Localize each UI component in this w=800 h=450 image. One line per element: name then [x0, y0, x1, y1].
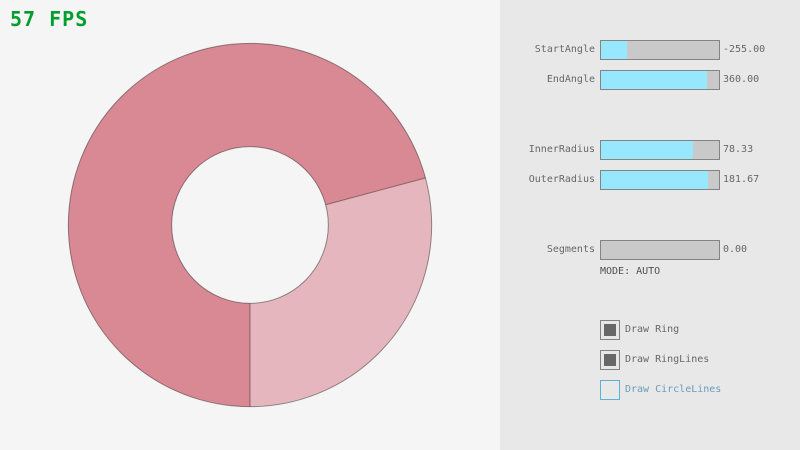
checkbox-row-draw-circlelines: Draw CircleLines — [600, 380, 800, 400]
ring-double-alpha-region — [68, 43, 426, 407]
checkbox-label: Draw RingLines — [625, 354, 710, 365]
slider-label: StartAngle — [534, 44, 595, 55]
slider-label: OuterRadius — [528, 174, 595, 185]
slider-row-inner-radius: InnerRadius 78.33 — [500, 140, 800, 160]
slider-fill — [601, 141, 694, 159]
checkbox-label: Draw CircleLines — [625, 384, 722, 395]
slider-fill — [601, 171, 709, 189]
slider-row-start-angle: StartAngle -255.00 — [500, 40, 800, 60]
checkmark — [604, 354, 616, 366]
slider-value: 181.67 — [723, 174, 760, 185]
slider-label: EndAngle — [546, 74, 595, 85]
mode-label: MODE: AUTO — [600, 266, 661, 277]
slider-row-outer-radius: OuterRadius 181.67 — [500, 170, 800, 190]
checkmark — [604, 324, 616, 336]
segments-slider[interactable] — [600, 240, 720, 260]
slider-value: 78.33 — [723, 144, 754, 155]
ring-graphic — [67, 42, 433, 408]
outer-radius-slider[interactable] — [600, 170, 720, 190]
ring-outer-outline — [67, 42, 433, 408]
slider-value: 0.00 — [723, 244, 748, 255]
slider-label: InnerRadius — [528, 144, 595, 155]
slider-fill — [601, 71, 708, 89]
slider-value: -255.00 — [723, 44, 766, 55]
canvas-area: 57 FPS — [10, 7, 433, 408]
checkbox-row-draw-ring: Draw Ring — [600, 320, 800, 340]
slider-fill — [601, 41, 627, 59]
slider-row-segments: Segments 0.00 — [500, 240, 800, 260]
checkbox-label: Draw Ring — [625, 324, 680, 335]
ring-edge-line — [325, 177, 426, 206]
slider-value: 360.00 — [723, 74, 760, 85]
draw-circlelines-checkbox[interactable] — [600, 380, 620, 400]
ring-inner-outline — [171, 146, 329, 304]
end-angle-slider[interactable] — [600, 70, 720, 90]
slider-label: Segments — [546, 244, 595, 255]
draw-ring-checkbox[interactable] — [600, 320, 620, 340]
checkbox-row-draw-ringlines: Draw RingLines — [600, 350, 800, 370]
start-angle-slider[interactable] — [600, 40, 720, 60]
controls-panel: StartAngle -255.00 EndAngle 360.00 Inner… — [500, 0, 800, 450]
fps-counter: 57 FPS — [10, 7, 89, 31]
inner-radius-slider[interactable] — [600, 140, 720, 160]
slider-row-end-angle: EndAngle 360.00 — [500, 70, 800, 90]
ring-single-alpha-region — [250, 177, 432, 407]
draw-ringlines-checkbox[interactable] — [600, 350, 620, 370]
